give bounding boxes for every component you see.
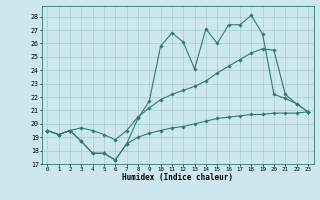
X-axis label: Humidex (Indice chaleur): Humidex (Indice chaleur) <box>122 173 233 182</box>
